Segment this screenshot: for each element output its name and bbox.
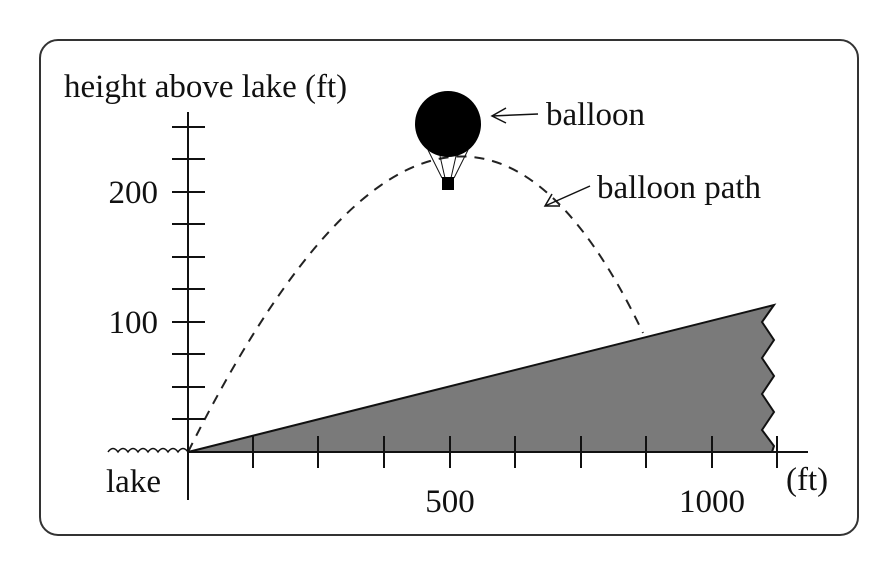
balloon-path xyxy=(187,155,644,453)
basket xyxy=(442,177,454,190)
y-tick-label: 100 xyxy=(109,305,159,341)
y-tick-label: 200 xyxy=(109,175,159,211)
hill xyxy=(187,303,777,453)
x-tick-label: 500 xyxy=(425,484,475,520)
lake-waves xyxy=(107,447,189,454)
arrows xyxy=(490,107,591,207)
lake-label: lake xyxy=(106,464,161,500)
balloon xyxy=(415,91,481,157)
x-unit: (ft) xyxy=(786,462,828,498)
minor-ticks xyxy=(172,126,778,468)
balloon-path-label: balloon path xyxy=(597,170,762,206)
x-tick-label: 1000 xyxy=(679,484,745,520)
balloon-label: balloon xyxy=(546,97,645,133)
balloon-strings xyxy=(427,149,469,179)
y-axis-label: height above lake (ft) xyxy=(64,69,347,105)
